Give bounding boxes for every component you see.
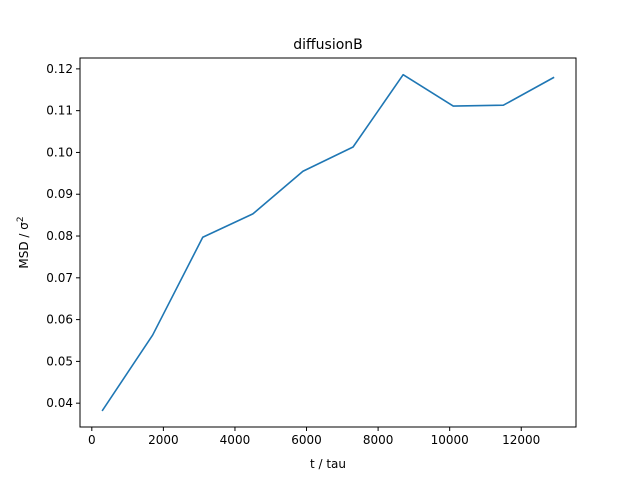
y-tick-label: 0.04 <box>46 396 73 410</box>
x-tick-label: 8000 <box>363 433 394 447</box>
y-tick-label: 0.08 <box>46 229 73 243</box>
chart-title: diffusionB <box>293 37 363 53</box>
y-tick-label: 0.12 <box>46 62 73 76</box>
y-axis-label-text: MSD / σ <box>17 222 31 269</box>
x-tick-label: 12000 <box>502 433 540 447</box>
y-tick-label: 0.05 <box>46 354 73 368</box>
series-line <box>101 73 555 412</box>
y-axis-label: MSD / σ2 <box>16 216 31 268</box>
x-tick-label: 0 <box>88 433 96 447</box>
y-tick-label: 0.09 <box>46 187 73 201</box>
x-tick-label: 2000 <box>148 433 179 447</box>
y-tick-label: 0.11 <box>46 104 73 118</box>
x-tick-label: 6000 <box>291 433 322 447</box>
series-layer <box>101 73 555 412</box>
y-tick-label: 0.07 <box>46 271 73 285</box>
plot-area <box>79 57 577 428</box>
y-axis: 0.04 0.05 0.06 0.07 0.08 0.09 0.10 0.11 0.12 <box>46 62 80 410</box>
y-tick-label: 0.10 <box>46 145 73 159</box>
y-axis-label-superscript: 2 <box>16 216 26 222</box>
x-axis-label: t / tau <box>310 457 346 471</box>
y-tick-label: 0.06 <box>46 313 73 327</box>
x-tick-label: 10000 <box>431 433 469 447</box>
x-tick-label: 4000 <box>220 433 251 447</box>
x-axis: 0 2000 4000 6000 8000 10000 12000 <box>88 427 540 447</box>
axes-frame <box>79 57 577 428</box>
